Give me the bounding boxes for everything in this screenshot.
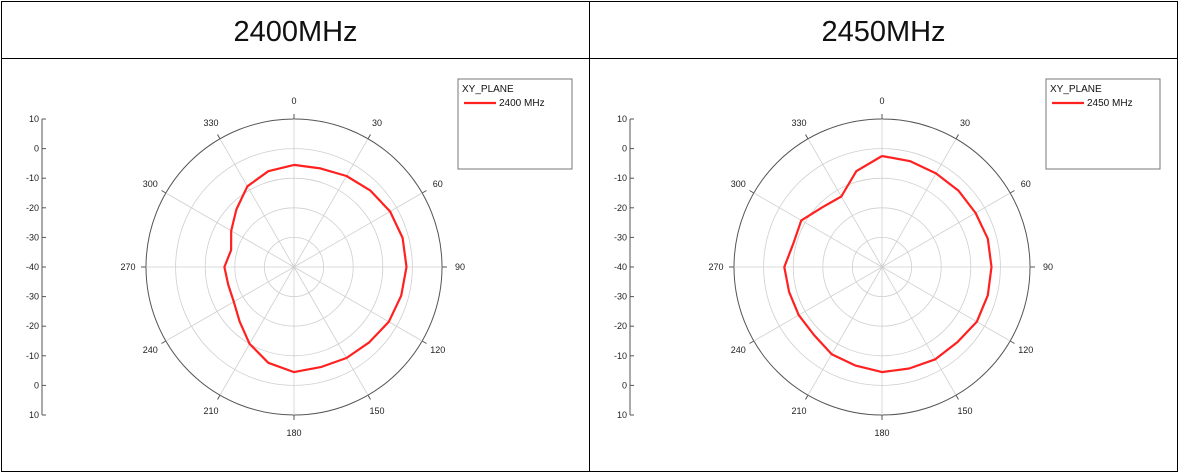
angle-tick-label: 180 (286, 428, 301, 438)
polar-chart-2450: 0 30 60 90 120 150 180 210 240 270 300 330 10 0 -10 -20… (614, 78, 1161, 438)
polar-grid-spoke (293, 192, 423, 268)
radial-tick-label: -30 (614, 232, 627, 242)
polar-tick-mark (1009, 190, 1015, 194)
polar-grid-spoke (293, 266, 423, 342)
header-2400-label: 2400MHz (233, 15, 358, 48)
radial-tick-label: 0 (34, 144, 39, 154)
polar-tick-mark (749, 190, 755, 194)
angle-tick-label: 300 (143, 179, 158, 189)
radial-tick-label: -20 (614, 321, 627, 331)
angle-tick-label: 60 (1021, 179, 1031, 189)
angle-tick-label: 330 (791, 118, 806, 128)
radial-tick-label: -10 (614, 173, 627, 183)
legend-title: XY_PLANE (1050, 84, 1102, 95)
header-2450-label: 2450MHz (821, 15, 946, 48)
polar-grid-spoke (807, 266, 883, 396)
radial-tick-label: -10 (614, 351, 627, 361)
angle-tick-label: 120 (430, 345, 445, 355)
angle-tick-label: 300 (731, 179, 746, 189)
radial-tick-label: -30 (614, 292, 627, 302)
radial-tick-label: 10 (29, 114, 39, 124)
polar-grid-spoke (753, 266, 883, 342)
angle-tick-label: 270 (120, 262, 135, 272)
legend-box (457, 78, 573, 170)
angle-tick-label: 0 (291, 96, 296, 106)
plot-cell-2400: 0 30 60 90 120 150 180 210 240 270 300 330 10 0 -10 -20… (1, 58, 590, 472)
polar-tick-mark (367, 394, 371, 400)
angle-tick-label: 240 (731, 345, 746, 355)
polar-tick-mark (805, 134, 809, 140)
radial-tick-label: -30 (26, 232, 39, 242)
polar-grid-spoke (165, 192, 295, 268)
angle-tick-label: 150 (369, 406, 384, 416)
radial-tick-label: -30 (26, 292, 39, 302)
legend-title: XY_PLANE (462, 84, 514, 95)
radial-tick-label: 0 (622, 380, 627, 390)
polar-tick-mark (805, 394, 809, 400)
angle-tick-label: 30 (372, 118, 382, 128)
legend-entry-label: 2400 MHz (499, 98, 545, 109)
radial-tick-label: -40 (614, 262, 627, 272)
legend-entry-label: 2450 MHz (1087, 98, 1133, 109)
polar-tick-mark (1009, 340, 1015, 344)
polar-grid-spoke (219, 138, 295, 268)
polar-tick-mark (161, 340, 167, 344)
radial-tick-label: 0 (622, 144, 627, 154)
polar-tick-mark (421, 340, 427, 344)
header-2450: 2450MHz (589, 1, 1178, 59)
angle-tick-label: 210 (203, 406, 218, 416)
angle-tick-label: 120 (1018, 345, 1033, 355)
polar-tick-mark (217, 394, 221, 400)
polar-tick-mark (367, 134, 371, 140)
angle-tick-label: 90 (1043, 262, 1053, 272)
header-2400: 2400MHz (1, 1, 590, 59)
polar-tick-mark (421, 190, 427, 194)
polar-tick-mark (955, 134, 959, 140)
polar-grid-spoke (753, 192, 883, 268)
angle-tick-label: 60 (433, 179, 443, 189)
radial-tick-label: -10 (26, 351, 39, 361)
radial-tick-label: 0 (34, 380, 39, 390)
polar-tick-mark (955, 394, 959, 400)
angle-tick-label: 180 (874, 428, 889, 438)
angle-tick-label: 90 (455, 262, 465, 272)
polar-grid-spoke (807, 138, 883, 268)
polar-grid-spoke (293, 138, 369, 268)
radial-tick-label: -20 (26, 203, 39, 213)
polar-grid-spoke (881, 192, 1011, 268)
polar-tick-mark (749, 340, 755, 344)
polar-grid-spoke (219, 266, 295, 396)
polar-grid-spoke (881, 138, 957, 268)
series-line (223, 163, 408, 374)
angle-tick-label: 330 (203, 118, 218, 128)
radial-tick-label: -20 (614, 203, 627, 213)
polar-grid-spoke (293, 266, 369, 396)
radial-tick-label: 10 (617, 114, 627, 124)
radial-tick-label: 10 (29, 410, 39, 420)
legend-box (1045, 78, 1161, 170)
plot-cell-2450: 0 30 60 90 120 150 180 210 240 270 300 330 10 0 -10 -20… (589, 58, 1178, 472)
radial-tick-label: -20 (26, 321, 39, 331)
angle-tick-label: 150 (957, 406, 972, 416)
angle-tick-label: 210 (791, 406, 806, 416)
polar-chart-2400: 0 30 60 90 120 150 180 210 240 270 300 330 10 0 -10 -20… (26, 78, 573, 438)
polar-grid-spoke (165, 266, 295, 342)
angle-tick-label: 0 (879, 96, 884, 106)
polar-grid-spoke (881, 266, 957, 396)
polar-tick-mark (161, 190, 167, 194)
radial-tick-label: -40 (26, 262, 39, 272)
angle-tick-label: 30 (960, 118, 970, 128)
series-line (783, 154, 993, 374)
radial-tick-label: 10 (617, 410, 627, 420)
angle-tick-label: 270 (708, 262, 723, 272)
radial-tick-label: -10 (26, 173, 39, 183)
angle-tick-label: 240 (143, 345, 158, 355)
polar-grid-spoke (881, 266, 1011, 342)
polar-tick-mark (217, 134, 221, 140)
